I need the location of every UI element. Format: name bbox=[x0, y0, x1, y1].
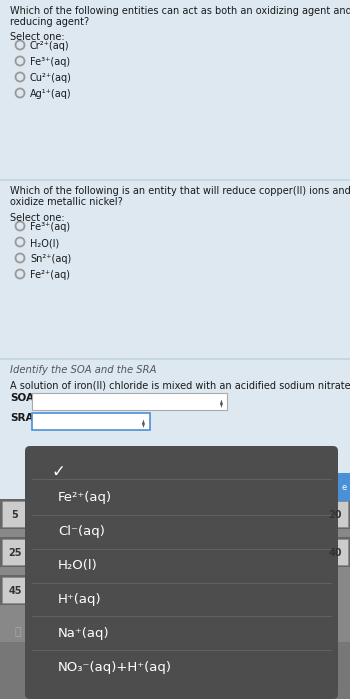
Text: Select one:: Select one: bbox=[10, 213, 65, 223]
Text: ✓: ✓ bbox=[52, 463, 66, 481]
Text: A solution of iron(II) chloride is mixed with an acidified sodium nitrate soluti: A solution of iron(II) chloride is mixed… bbox=[10, 381, 350, 391]
Bar bbox=[0, 642, 350, 699]
Bar bbox=[305, 499, 350, 644]
Text: SOA: SOA bbox=[10, 393, 34, 403]
Bar bbox=[322, 501, 348, 527]
Text: Ag¹⁺(aq): Ag¹⁺(aq) bbox=[30, 89, 72, 99]
FancyBboxPatch shape bbox=[32, 413, 150, 430]
Bar bbox=[0, 537, 30, 567]
Text: ◄►: ◄► bbox=[141, 417, 147, 427]
Text: reducing agent?: reducing agent? bbox=[10, 17, 89, 27]
Text: 40: 40 bbox=[328, 548, 342, 558]
Bar bbox=[0, 0, 350, 180]
Text: oxidize metallic nickel?: oxidize metallic nickel? bbox=[10, 197, 123, 207]
Text: Cu²⁺(aq): Cu²⁺(aq) bbox=[30, 73, 72, 83]
Text: Cl⁻(aq): Cl⁻(aq) bbox=[58, 525, 105, 538]
Text: SRA: SRA bbox=[10, 413, 34, 423]
Text: NO₃⁻(aq)+H⁺(aq): NO₃⁻(aq)+H⁺(aq) bbox=[58, 661, 172, 674]
Bar bbox=[322, 539, 348, 565]
Bar bbox=[338, 473, 350, 501]
Text: H₂O(l): H₂O(l) bbox=[30, 238, 59, 248]
Text: Which of the following entities can act as both an oxidizing agent and as a: Which of the following entities can act … bbox=[10, 6, 350, 16]
Text: ◄►: ◄► bbox=[219, 397, 224, 407]
Bar bbox=[320, 499, 350, 529]
Text: Na⁺(aq): Na⁺(aq) bbox=[58, 627, 110, 640]
Text: Fe³⁺(aq): Fe³⁺(aq) bbox=[30, 222, 70, 232]
Bar bbox=[0, 499, 95, 644]
FancyBboxPatch shape bbox=[25, 446, 338, 699]
Bar bbox=[2, 577, 28, 603]
Text: Identify the SOA and the SRA: Identify the SOA and the SRA bbox=[10, 365, 156, 375]
Bar bbox=[0, 180, 350, 359]
Bar bbox=[2, 501, 28, 527]
FancyBboxPatch shape bbox=[32, 393, 227, 410]
Bar bbox=[0, 575, 30, 605]
Text: 45: 45 bbox=[8, 586, 22, 596]
Text: Sn²⁺(aq): Sn²⁺(aq) bbox=[30, 254, 71, 264]
Text: Fe²⁺(aq): Fe²⁺(aq) bbox=[30, 270, 70, 280]
Text: 5: 5 bbox=[12, 510, 18, 520]
Text: Cr²⁺(aq): Cr²⁺(aq) bbox=[30, 41, 70, 51]
Text: H₂O(l): H₂O(l) bbox=[58, 559, 98, 572]
Text: H⁺(aq): H⁺(aq) bbox=[58, 593, 102, 606]
Text: 25: 25 bbox=[8, 548, 22, 558]
Text: e: e bbox=[341, 482, 346, 491]
Bar bbox=[0, 359, 350, 444]
Text: 20: 20 bbox=[328, 510, 342, 520]
Bar bbox=[2, 539, 28, 565]
Text: Select one:: Select one: bbox=[10, 32, 65, 42]
Bar bbox=[0, 499, 30, 529]
Text: 🔒: 🔒 bbox=[15, 627, 21, 637]
Bar bbox=[320, 537, 350, 567]
Text: Fe³⁺(aq): Fe³⁺(aq) bbox=[30, 57, 70, 67]
Text: Which of the following is an entity that will reduce copper(II) ions and also: Which of the following is an entity that… bbox=[10, 186, 350, 196]
Text: Fe²⁺(aq): Fe²⁺(aq) bbox=[58, 491, 112, 505]
